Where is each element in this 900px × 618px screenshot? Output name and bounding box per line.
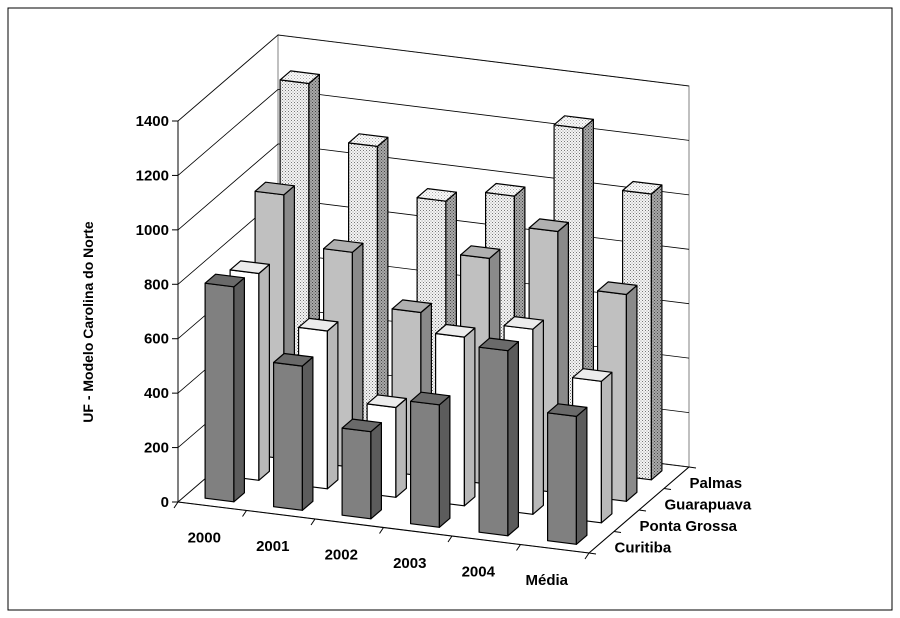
y-tick-label: 600 <box>144 331 169 348</box>
y-tick-label: 0 <box>161 494 169 511</box>
bar-curitiba-2003 <box>410 391 451 528</box>
x-tick <box>173 501 179 509</box>
bar-top <box>341 418 382 433</box>
bars <box>204 70 663 545</box>
x-tick <box>379 527 384 534</box>
bar-top <box>410 391 451 406</box>
bar-front <box>204 282 235 503</box>
y-tick-label: 400 <box>144 385 169 402</box>
bar-front <box>546 412 578 545</box>
bar-curitiba-media <box>546 403 588 545</box>
bar-front <box>273 361 303 511</box>
x-tick-label: 2002 <box>325 546 358 563</box>
bar-top <box>229 260 270 275</box>
bar-side <box>326 321 339 490</box>
bar-side <box>463 327 476 507</box>
bar-front <box>341 427 372 520</box>
bar-top <box>204 273 245 288</box>
bar-top <box>460 245 501 259</box>
bar-top <box>348 133 389 147</box>
bar-curitiba-2001 <box>273 352 314 511</box>
bar-top <box>366 394 407 409</box>
x-tick-label: Média <box>525 572 568 589</box>
bar-curitiba-2002 <box>341 418 382 520</box>
series-label-palmas: Palmas <box>690 475 743 492</box>
bar-side <box>600 371 613 524</box>
depth-tick <box>638 509 647 512</box>
bar-side <box>370 422 382 520</box>
x-tick <box>242 510 247 517</box>
x-tick <box>447 535 453 543</box>
bar-top <box>391 299 432 314</box>
bar-top <box>298 317 339 332</box>
x-tick-label: 2001 <box>256 538 289 555</box>
x-tick <box>516 544 521 551</box>
bar-curitiba-2004 <box>478 337 520 537</box>
bar-side <box>258 263 270 481</box>
x-tick-label: 2000 <box>188 529 221 546</box>
y-tick-label: 200 <box>144 440 169 457</box>
bar-top <box>485 182 526 197</box>
x-tick <box>310 518 316 526</box>
y-tick-label: 800 <box>144 276 169 293</box>
bar-top <box>596 281 638 296</box>
gridline <box>177 88 690 176</box>
bar-curitiba-2000 <box>204 273 245 503</box>
bar-side <box>575 406 588 545</box>
x-tick-label: 2003 <box>393 555 426 572</box>
bar-top <box>435 323 476 338</box>
bar-side <box>395 397 407 498</box>
bar-side <box>625 284 638 502</box>
bar-top <box>553 115 595 129</box>
depth-tick <box>688 466 697 469</box>
bar-top <box>323 239 364 253</box>
bar-side <box>507 341 520 537</box>
axes <box>172 120 697 560</box>
bar-top <box>279 70 320 85</box>
bar-top <box>621 180 663 195</box>
bar-side <box>650 184 663 481</box>
gridline <box>177 34 690 122</box>
bar-side <box>438 395 451 528</box>
bar-top <box>478 337 520 352</box>
bar-top <box>546 403 588 417</box>
bar-side <box>532 319 545 515</box>
bar-top <box>571 368 613 382</box>
x-tick-label: 2004 <box>462 563 496 580</box>
y-axis-label: UF - Modelo Carolina do Norte <box>80 221 96 423</box>
series-label-ponta-grossa: Ponta Grossa <box>640 518 738 535</box>
depth-tick <box>613 531 622 533</box>
bar-side <box>233 277 245 503</box>
depth-tick <box>663 488 672 490</box>
y-tick-label: 1000 <box>136 222 169 239</box>
bar-front <box>410 400 440 528</box>
series-label-guarapuava: Guarapuava <box>665 496 752 513</box>
x-tick <box>584 552 590 560</box>
series-label-curitiba: Curitiba <box>615 539 672 556</box>
y-tick-label: 1200 <box>136 167 169 184</box>
bar-top <box>416 188 457 202</box>
bar-top <box>503 316 545 330</box>
bar-front <box>478 346 509 537</box>
bar-top <box>273 352 314 367</box>
y-tick-label: 1400 <box>136 113 169 130</box>
bar-top <box>254 181 295 196</box>
bar-side <box>301 356 314 511</box>
labels: 0 200 400 600 800 1000 1200 1400 2000 2001 2002 200… <box>136 113 752 589</box>
bar-top <box>528 218 570 233</box>
gridline <box>177 143 690 231</box>
depth-tick <box>588 552 597 555</box>
